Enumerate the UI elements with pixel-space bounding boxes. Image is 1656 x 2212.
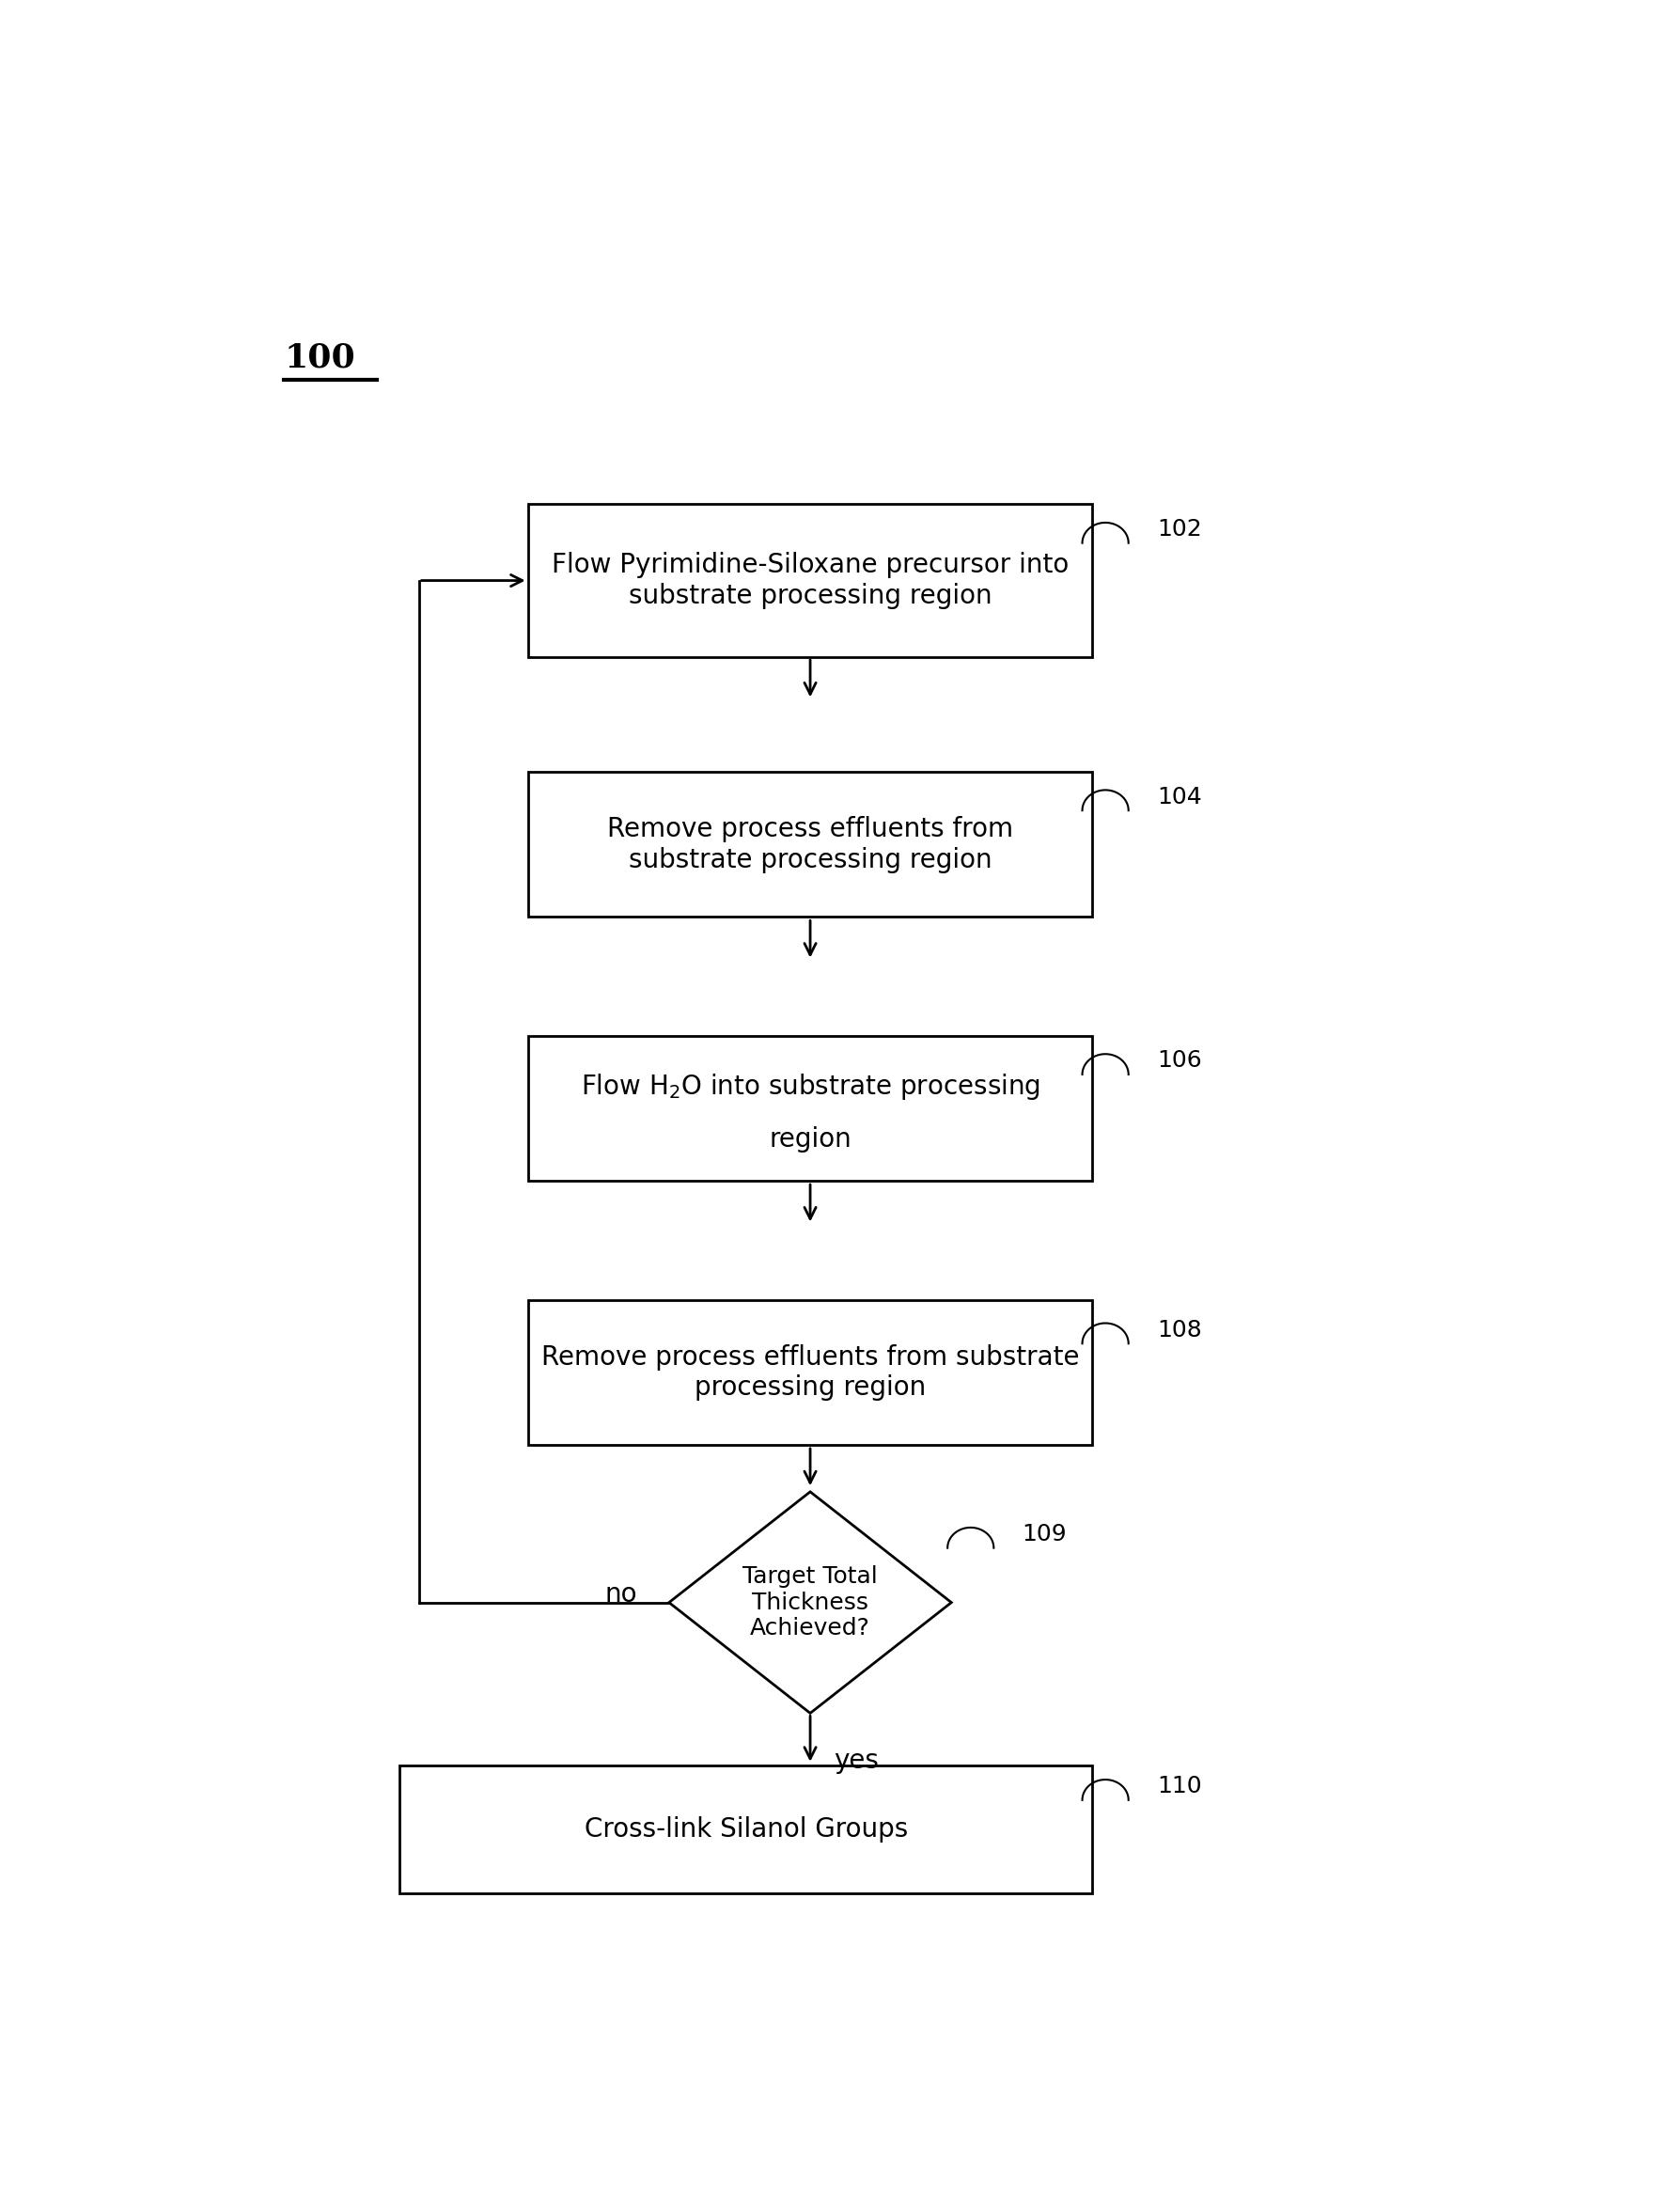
Text: 108: 108 (1156, 1318, 1202, 1340)
Text: Flow Pyrimidine-Siloxane precursor into
substrate processing region: Flow Pyrimidine-Siloxane precursor into … (551, 553, 1068, 608)
Text: 100: 100 (285, 343, 354, 374)
Bar (399, 1765, 1093, 1893)
Bar (528, 504, 1093, 657)
Bar (528, 1301, 1093, 1444)
Text: 109: 109 (1022, 1524, 1066, 1546)
Text: 102: 102 (1156, 518, 1202, 540)
Text: 104: 104 (1156, 785, 1202, 807)
Text: Cross-link Silanol Groups: Cross-link Silanol Groups (585, 1816, 907, 1843)
Text: no: no (604, 1582, 638, 1608)
Text: yes: yes (833, 1747, 878, 1774)
Text: Remove process effluents from
substrate processing region: Remove process effluents from substrate … (608, 816, 1013, 874)
Text: 110: 110 (1156, 1776, 1202, 1798)
Bar (528, 772, 1093, 918)
Text: region: region (768, 1126, 851, 1152)
Polygon shape (669, 1491, 951, 1712)
Text: Remove process effluents from substrate
processing region: Remove process effluents from substrate … (542, 1345, 1080, 1400)
Bar (528, 1035, 1093, 1181)
Text: Target Total
Thickness
Achieved?: Target Total Thickness Achieved? (742, 1566, 878, 1639)
Text: 106: 106 (1156, 1048, 1202, 1073)
Text: Flow $\mathsf{H_2O}$ into substrate processing: Flow $\mathsf{H_2O}$ into substrate proc… (580, 1071, 1040, 1102)
